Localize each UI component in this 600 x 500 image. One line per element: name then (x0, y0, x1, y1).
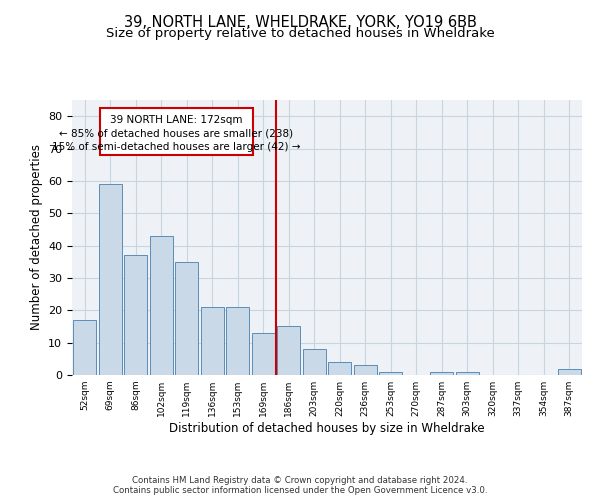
Bar (354, 366, 377, 375)
Bar (150, 236, 173, 375)
Y-axis label: Number of detached properties: Number of detached properties (29, 144, 43, 330)
Bar (277, 326, 300, 375)
Bar (303, 349, 326, 375)
Bar (73, 320, 96, 375)
Bar (99, 184, 122, 375)
Text: 15% of semi-detached houses are larger (42) →: 15% of semi-detached houses are larger (… (52, 142, 301, 152)
Bar (124, 256, 147, 375)
Bar (328, 362, 351, 375)
Bar (379, 372, 402, 375)
Bar (226, 307, 249, 375)
Bar (456, 372, 479, 375)
Bar (175, 262, 198, 375)
Text: Size of property relative to detached houses in Wheldrake: Size of property relative to detached ho… (106, 28, 494, 40)
Text: ← 85% of detached houses are smaller (238): ← 85% of detached houses are smaller (23… (59, 128, 293, 138)
Bar (201, 307, 224, 375)
Text: Contains HM Land Registry data © Crown copyright and database right 2024.
Contai: Contains HM Land Registry data © Crown c… (113, 476, 487, 495)
X-axis label: Distribution of detached houses by size in Wheldrake: Distribution of detached houses by size … (169, 422, 485, 435)
Bar (430, 372, 453, 375)
Bar (252, 333, 275, 375)
Bar (558, 368, 581, 375)
Text: 39, NORTH LANE, WHELDRAKE, YORK, YO19 6BB: 39, NORTH LANE, WHELDRAKE, YORK, YO19 6B… (124, 15, 476, 30)
Bar (100, 108, 253, 155)
Text: 39 NORTH LANE: 172sqm: 39 NORTH LANE: 172sqm (110, 114, 243, 124)
